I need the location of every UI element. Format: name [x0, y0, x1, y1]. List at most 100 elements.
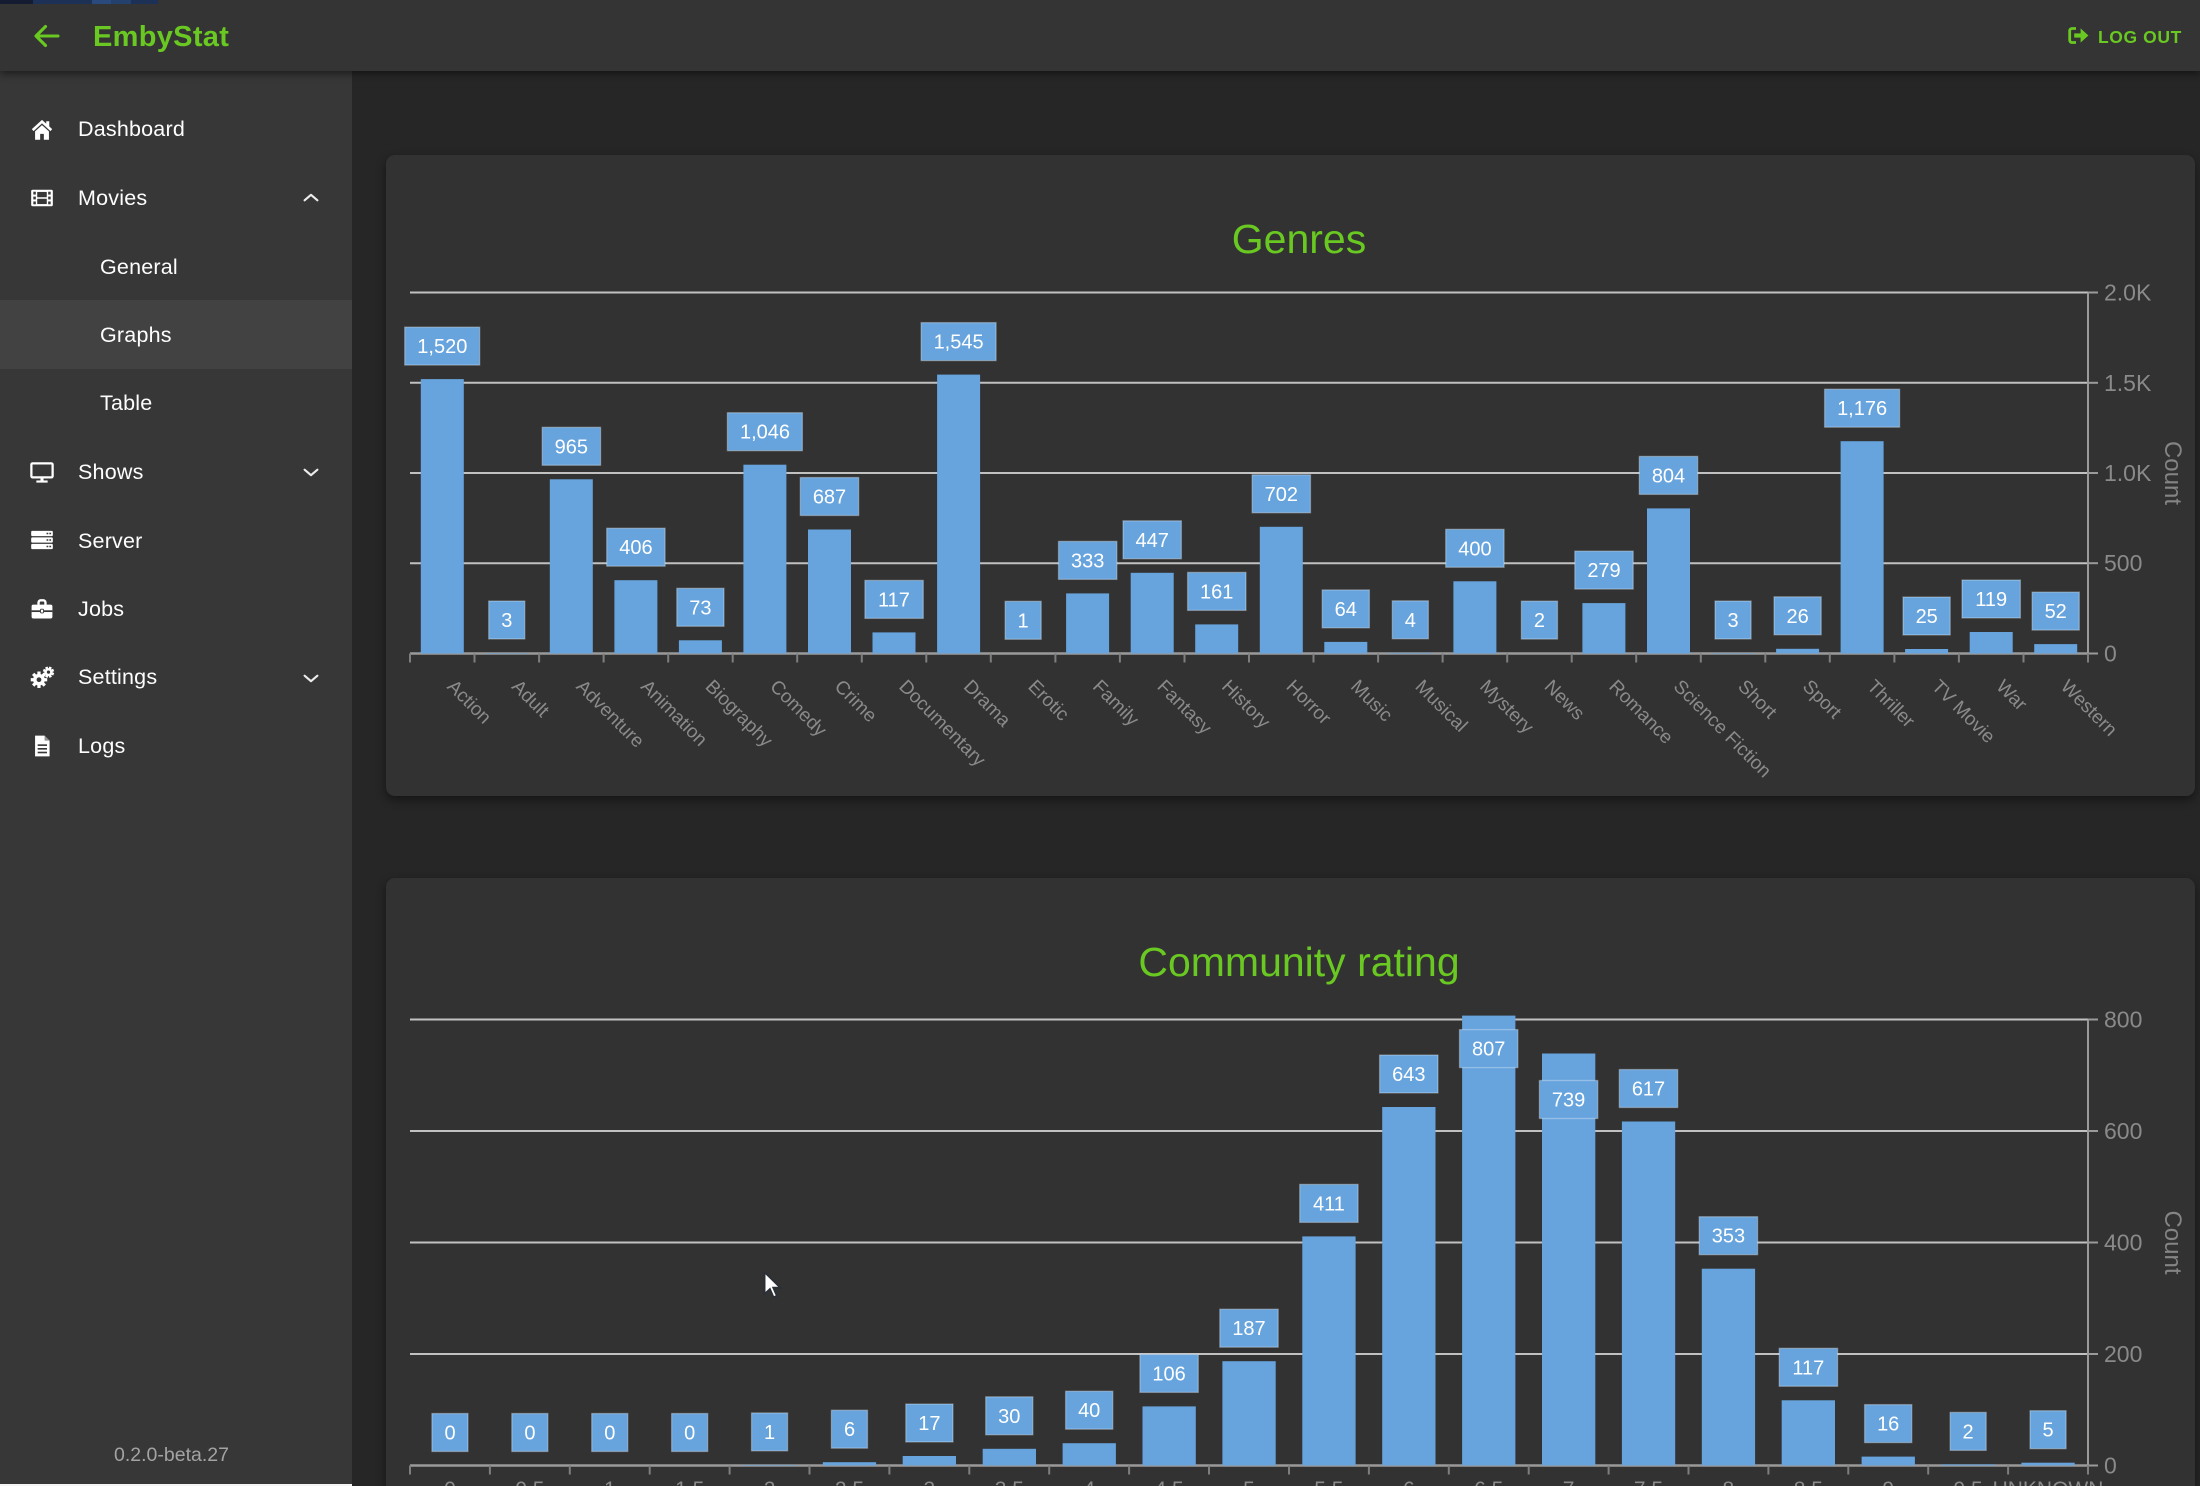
svg-text:16: 16 [1877, 1414, 1899, 1436]
svg-text:25: 25 [1916, 606, 1938, 628]
svg-text:3: 3 [501, 610, 512, 632]
svg-text:Sport: Sport [1798, 676, 1845, 723]
svg-text:Fantasy: Fantasy [1153, 676, 1216, 739]
svg-text:Action: Action [443, 676, 495, 728]
svg-text:Count: Count [2159, 1210, 2186, 1274]
svg-text:Adventure: Adventure [572, 676, 648, 752]
svg-text:War: War [1992, 676, 2031, 715]
svg-text:804: 804 [1652, 465, 1685, 487]
svg-text:1,176: 1,176 [1837, 398, 1887, 420]
svg-text:687: 687 [813, 487, 846, 509]
svg-text:History: History [1217, 676, 1274, 733]
svg-text:2: 2 [1963, 1421, 1974, 1443]
svg-text:1: 1 [1018, 610, 1029, 632]
svg-text:30: 30 [998, 1406, 1020, 1428]
svg-text:0: 0 [604, 1423, 615, 1445]
svg-text:64: 64 [1335, 599, 1357, 621]
svg-text:5.5: 5.5 [1314, 1478, 1343, 1486]
svg-text:279: 279 [1587, 560, 1620, 582]
svg-text:1,545: 1,545 [934, 332, 984, 354]
svg-text:643: 643 [1392, 1064, 1425, 1086]
svg-text:17: 17 [918, 1413, 940, 1435]
svg-text:7.5: 7.5 [1634, 1478, 1663, 1486]
svg-text:0: 0 [2104, 641, 2117, 667]
svg-text:News: News [1540, 676, 1588, 724]
svg-text:Animation: Animation [636, 676, 711, 751]
svg-text:500: 500 [2104, 550, 2142, 576]
svg-text:4.5: 4.5 [1154, 1478, 1183, 1486]
svg-text:Mystery: Mystery [1475, 676, 1537, 738]
svg-text:Horror: Horror [1282, 676, 1335, 729]
svg-text:0: 0 [524, 1423, 535, 1445]
svg-text:6: 6 [1403, 1478, 1415, 1486]
svg-text:TV Movie: TV Movie [1927, 676, 1999, 748]
svg-text:73: 73 [689, 597, 711, 619]
svg-text:1,520: 1,520 [417, 336, 467, 358]
svg-text:200: 200 [2104, 1341, 2142, 1367]
svg-text:0: 0 [444, 1478, 456, 1486]
svg-text:1: 1 [604, 1478, 616, 1486]
svg-text:Family: Family [1088, 676, 1143, 731]
svg-text:4: 4 [1405, 610, 1416, 632]
svg-text:161: 161 [1200, 581, 1233, 603]
svg-text:400: 400 [1458, 538, 1491, 560]
svg-text:106: 106 [1152, 1363, 1185, 1385]
svg-text:Crime: Crime [830, 676, 881, 727]
svg-text:739: 739 [1552, 1090, 1585, 1112]
svg-text:6: 6 [844, 1419, 855, 1441]
svg-text:Thriller: Thriller [1863, 676, 1919, 732]
svg-text:Short: Short [1733, 676, 1780, 723]
svg-text:0.5: 0.5 [515, 1478, 544, 1486]
svg-text:1: 1 [764, 1422, 775, 1444]
svg-text:400: 400 [2104, 1230, 2142, 1256]
svg-text:600: 600 [2104, 1118, 2142, 1144]
svg-text:617: 617 [1632, 1079, 1665, 1101]
svg-text:Count: Count [2159, 441, 2186, 505]
svg-text:8.5: 8.5 [1794, 1478, 1823, 1486]
svg-text:702: 702 [1265, 484, 1298, 506]
svg-text:333: 333 [1071, 550, 1104, 572]
svg-text:Western: Western [2056, 676, 2121, 741]
svg-text:3: 3 [924, 1478, 936, 1486]
svg-text:Genres: Genres [1232, 216, 1366, 262]
svg-text:Music: Music [1346, 676, 1396, 726]
svg-text:1,046: 1,046 [740, 422, 790, 444]
svg-text:2.0K: 2.0K [2104, 280, 2152, 306]
svg-text:187: 187 [1232, 1318, 1265, 1340]
svg-text:Drama: Drama [959, 676, 1014, 731]
svg-text:800: 800 [2104, 1007, 2142, 1033]
svg-text:447: 447 [1136, 530, 1169, 552]
svg-text:1.0K: 1.0K [2104, 460, 2152, 486]
svg-text:2.5: 2.5 [835, 1478, 864, 1486]
svg-text:406: 406 [619, 537, 652, 559]
svg-text:8: 8 [1723, 1478, 1735, 1486]
svg-text:26: 26 [1786, 606, 1808, 628]
svg-text:117: 117 [1792, 1357, 1824, 1379]
svg-text:Musical: Musical [1411, 676, 1471, 736]
svg-text:Biography: Biography [701, 676, 777, 752]
svg-text:Community rating: Community rating [1138, 939, 1459, 985]
svg-text:2: 2 [764, 1478, 776, 1486]
svg-text:9.5: 9.5 [1953, 1478, 1982, 1486]
svg-text:411: 411 [1313, 1193, 1345, 1215]
svg-text:0: 0 [2104, 1453, 2117, 1479]
svg-text:3: 3 [1727, 610, 1738, 632]
svg-text:Erotic: Erotic [1024, 676, 1073, 725]
svg-text:7: 7 [1563, 1478, 1575, 1486]
svg-text:0: 0 [444, 1423, 455, 1445]
svg-text:UNKNOWN: UNKNOWN [1993, 1478, 2104, 1486]
svg-text:117: 117 [878, 589, 910, 611]
svg-text:1.5K: 1.5K [2104, 370, 2152, 396]
svg-text:1.5: 1.5 [675, 1478, 704, 1486]
svg-text:52: 52 [2045, 601, 2067, 623]
svg-text:5: 5 [2042, 1420, 2053, 1442]
svg-text:Comedy: Comedy [765, 676, 830, 741]
svg-text:3.5: 3.5 [995, 1478, 1024, 1486]
svg-text:119: 119 [1975, 589, 2007, 611]
svg-text:4: 4 [1083, 1478, 1095, 1486]
svg-text:6.5: 6.5 [1474, 1478, 1503, 1486]
svg-text:Romance: Romance [1604, 676, 1676, 748]
svg-text:5: 5 [1243, 1478, 1255, 1486]
svg-text:965: 965 [555, 436, 588, 458]
svg-text:807: 807 [1472, 1039, 1505, 1061]
